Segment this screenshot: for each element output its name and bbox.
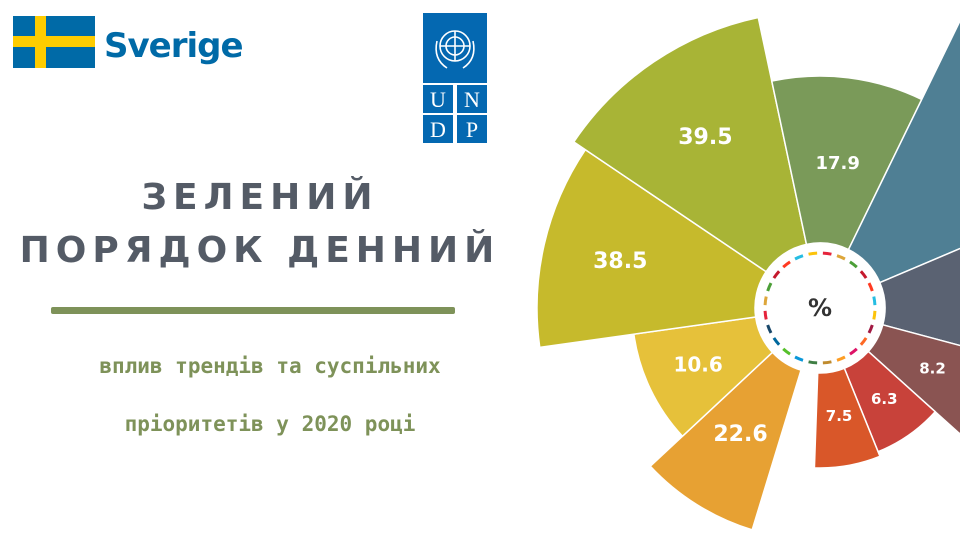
chart-data-label: 7.5 [826, 407, 853, 425]
sdg-ring-segment [766, 324, 773, 334]
chart-slice [572, 16, 808, 273]
sdg-ring-segment [859, 337, 868, 346]
sweden-logo-text: Sverige [104, 26, 244, 66]
sdg-ring-segment [822, 251, 832, 256]
sdg-ring-segment [836, 254, 846, 261]
subtitle-line-2: пріоритетів у 2020 році [124, 412, 416, 436]
sdg-ring-segment [872, 310, 877, 320]
sweden-flag-logo [13, 16, 95, 68]
sdg-ring-segment [808, 360, 818, 365]
undp-logo: U N D P [423, 13, 487, 143]
chart-center-disc [755, 243, 885, 373]
undp-letter-p: P [466, 117, 478, 142]
sdg-ring-segment [872, 296, 877, 306]
sdg-ring-segment [763, 296, 768, 306]
sdg-ring-segment [794, 254, 804, 261]
sdg-ring-segment [772, 270, 781, 279]
sdg-ring-segment [836, 355, 846, 362]
sdg-ring-segment [763, 310, 768, 320]
sdg-ring-segment [867, 282, 874, 292]
chart-data-label: 38.5 [593, 249, 647, 274]
sdg-ring-segment [794, 355, 804, 362]
chart-data-label: 39.5 [678, 125, 732, 150]
chart-data-label: 22.6 [713, 422, 767, 447]
sdg-ring-segment [849, 260, 858, 269]
sdg-ring-segment [782, 347, 791, 356]
chart-data-label: 10.6 [673, 353, 722, 377]
sdg-ring-segment [808, 251, 818, 256]
chart-center-label: % [808, 294, 832, 322]
chart-data-label: 17.9 [815, 153, 859, 174]
page-title-line-2: ПОРЯДОК ДЕННИЙ [19, 230, 501, 271]
sdg-ring-segment [859, 270, 868, 279]
sdg-ring-segment [766, 282, 773, 292]
undp-letter-d: D [430, 117, 446, 142]
globe-icon [435, 30, 475, 69]
undp-letter-n: N [464, 87, 480, 112]
sdg-ring-segment [822, 360, 832, 365]
sdg-ring-segment [772, 337, 781, 346]
sdg-ring-segment [867, 324, 874, 334]
page-title-line-1: ЗЕЛЕНИЙ [141, 177, 379, 218]
subtitle-line-1: вплив трендів та суспільних [99, 354, 441, 378]
chart-data-label: 6.3 [871, 390, 898, 408]
undp-letter-u: U [430, 87, 446, 112]
chart-data-label: 8.2 [919, 360, 946, 378]
sdg-ring-segment [849, 347, 858, 356]
sdg-ring-segment [782, 260, 791, 269]
divider [51, 307, 455, 314]
